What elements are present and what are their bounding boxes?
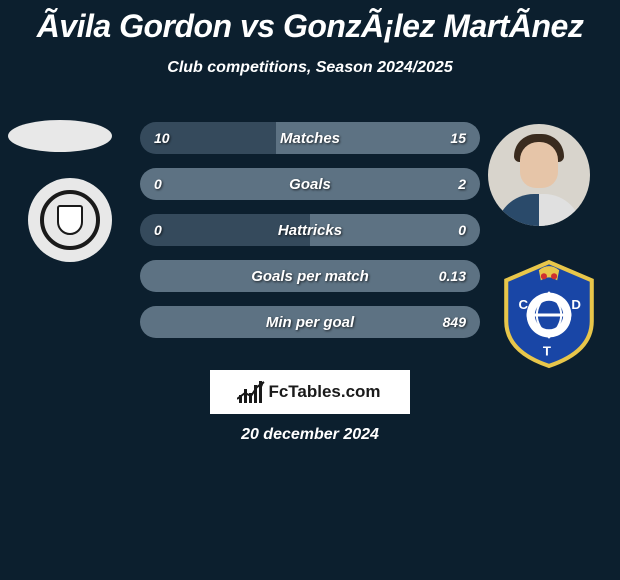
bars-icon bbox=[239, 381, 262, 403]
shield-icon bbox=[57, 205, 83, 235]
club-left-crest bbox=[28, 178, 112, 262]
avatar-shirt bbox=[496, 194, 582, 226]
page-title: Ãvila Gordon vs GonzÃ¡lez MartÃ­nez bbox=[0, 0, 620, 45]
stat-right-value: 15 bbox=[450, 130, 466, 146]
crest-ring-icon bbox=[40, 190, 100, 250]
stat-right-value: 0.13 bbox=[439, 268, 466, 284]
stat-right-value: 0 bbox=[458, 222, 466, 238]
page-subtitle: Club competitions, Season 2024/2025 bbox=[0, 59, 620, 77]
stat-right-value: 849 bbox=[443, 314, 466, 330]
stat-label: Matches bbox=[280, 130, 340, 147]
svg-text:D: D bbox=[571, 297, 581, 312]
svg-text:T: T bbox=[543, 344, 551, 359]
club-right-crest: C D T bbox=[498, 258, 600, 370]
stats-list: 10 Matches 15 0 Goals 2 0 Hattricks 0 Goals per m… bbox=[140, 122, 480, 352]
tenerife-crest-icon: C D T bbox=[498, 258, 600, 370]
stat-label: Goals per match bbox=[251, 268, 369, 285]
stat-pill: 10 Matches 15 bbox=[140, 122, 480, 154]
stat-label: Goals bbox=[289, 176, 331, 193]
branding-text: FcTables.com bbox=[268, 382, 380, 402]
player-right-avatar bbox=[488, 124, 590, 226]
branding-box: FcTables.com bbox=[210, 370, 410, 414]
stat-right-value: 2 bbox=[458, 176, 466, 192]
stat-left-value: 0 bbox=[154, 222, 162, 238]
stat-label: Hattricks bbox=[278, 222, 342, 239]
stat-pill: 0 Goals 2 bbox=[140, 168, 480, 200]
stat-pill: Min per goal 849 bbox=[140, 306, 480, 338]
stat-label: Min per goal bbox=[266, 314, 354, 331]
svg-text:C: C bbox=[518, 297, 528, 312]
stat-left-value: 10 bbox=[154, 130, 170, 146]
date-text: 20 december 2024 bbox=[0, 426, 620, 444]
player-left-avatar bbox=[8, 120, 112, 152]
avatar-face bbox=[520, 142, 558, 188]
stat-left-value: 0 bbox=[154, 176, 162, 192]
stat-pill: 0 Hattricks 0 bbox=[140, 214, 480, 246]
stat-pill: Goals per match 0.13 bbox=[140, 260, 480, 292]
trend-line-icon bbox=[237, 381, 265, 403]
